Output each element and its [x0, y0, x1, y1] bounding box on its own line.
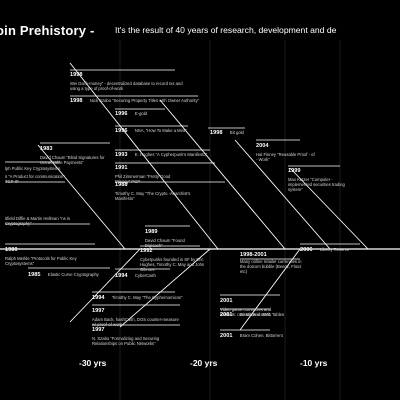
axis-label-10-yrs: -10 yrs	[300, 358, 328, 368]
event-description: Hal Finney “Reusable Proof - of - Work”	[256, 152, 315, 163]
event-tcp-ip-partial: s “A Product for communication” TCP-IP	[5, 174, 65, 184]
event-2001-video-game-currencies: 2001 Video game currencies and markets: …	[220, 288, 282, 317]
event-1996-nsa-mint: 1996 NSA, “How To Make a Mint”	[115, 118, 187, 137]
upper-bone-d	[234, 139, 331, 250]
event-1988-crypto-anarchist: 1988 Timothy C. May “The Crypto -Anarchi…	[115, 172, 205, 201]
event-description: Bram Cohen, Bittorrent	[239, 333, 283, 338]
event-description: NSA, “How To Make a Mint”	[134, 128, 187, 133]
event-description: s “A Product for communication” TCP-IP	[5, 174, 65, 185]
event-2001-dht: 2001 Distributed Hash Tables	[220, 302, 284, 321]
event-description: Cyberpunks founded in SF by Eric Hughes,…	[140, 257, 205, 273]
event-description: Ralph Merkle “Protocols for Public Key C…	[5, 256, 77, 267]
event-1994-cybercash: 1994 CyberCash	[115, 263, 156, 282]
event-1991-pgp: 1991 Phil Zimmerman “Pretty Good Privacy…	[115, 155, 185, 184]
event-year: 1994	[115, 273, 128, 279]
event-year: 1983	[40, 146, 53, 152]
event-2006-liberty-reserve: 2006 Liberty Reserve	[300, 237, 349, 256]
event-year: 2006	[300, 247, 313, 253]
event-1993-cypherpunk-manifesto: 1993 E. Hughes “A Cypherpunk’s Manifesto…	[115, 142, 207, 161]
event-description: David Chaum “Found Digicash”	[145, 238, 185, 249]
event-1996-e-gold: 1996 E-gold	[115, 101, 147, 120]
event-year: 1992	[140, 248, 153, 254]
lower-bone-c	[239, 248, 301, 331]
event-1999-securities-trading: 1999 Max Ketzer “Computer - implemented …	[288, 158, 350, 192]
event-description: N. Szabo “Formalizing and Securing Relat…	[92, 336, 160, 347]
event-2001-bittorrent: 2001 Bram Cohen, Bittorrent	[220, 323, 283, 342]
event-year: 1999	[288, 168, 301, 174]
event-description: Many online retailer currencies in the d…	[240, 258, 302, 274]
upper-bone-b	[159, 99, 286, 250]
event-description: Elastic Curve Cryptography	[47, 272, 99, 277]
event-year: 1980	[5, 247, 18, 253]
event-description: Liberty Reserve	[319, 247, 350, 252]
event-year: 2004	[256, 143, 269, 149]
upper-bone-a	[69, 62, 219, 250]
event-1985-ecc: 1985 Elastic Curve Cryptography	[28, 262, 99, 281]
event-year: 1998	[210, 130, 223, 136]
event-description: lph Public Key Cryptosystems	[5, 166, 61, 171]
event-description: Bit gold	[229, 130, 244, 135]
event-year: 2001	[220, 312, 233, 318]
event-1989-digicash: 1989 David Chaum “Found Digicash”	[145, 219, 195, 248]
event-description: CyberCash	[134, 273, 156, 278]
event-description: Distributed Hash Tables	[239, 312, 285, 317]
lower-bone-a	[69, 248, 141, 323]
event-year: 1988	[115, 182, 128, 188]
event-1983-blind-signatures: 1983 David Chaum “Blind Signatures for U…	[40, 136, 120, 165]
event-year: 2001	[220, 333, 233, 339]
event-1980-merkle: 1980 Ralph Merkle “Protocols for Public …	[5, 237, 90, 266]
event-1998-bit-gold: 1998 Bit gold	[210, 120, 244, 139]
event-year: 1998-2001	[240, 252, 267, 258]
event-1997-hashcash: 1997 Adam Back, hashCash, DOS counter-me…	[92, 298, 182, 327]
event-1998-property-titles: 1998 Nick Szabo “Securing Property Title…	[70, 88, 199, 107]
event-description: Timothy C. May “The Cyphernomicon”	[111, 295, 183, 300]
event-1998-b-money: 1998 Wei Dai’b-money” - decentralized da…	[70, 62, 188, 91]
event-diffie-hellman-partial: itfield Diffie & Martin Hellman “ns in C…	[5, 216, 85, 226]
event-description: Video game currencies and markets: rare …	[220, 307, 271, 318]
event-description: Phil Zimmerman “Pretty Good Privacy” PGP	[115, 174, 171, 185]
event-year: 1997	[92, 327, 105, 333]
event-description: Timothy C. May “The Crypto -Anarchist’s …	[115, 191, 191, 202]
event-description: David Chaum “Blind Signatures for Untrac…	[40, 155, 105, 166]
event-public-key-cryptosystems-partial: lph Public Key Cryptosystems	[5, 156, 60, 175]
event-1997-smart-contracts: 1997 N. Szabo “Formalizing and Securing …	[92, 317, 184, 346]
page-subtitle: It's the result of 40 years of research,…	[115, 25, 337, 35]
event-year: 1989	[145, 229, 158, 235]
event-year: 1997	[92, 308, 105, 314]
event-description: itfield Diffie & Martin Hellman “ns in C…	[5, 216, 71, 227]
event-description: Adam Back, hashCash, DOS counter-measure…	[92, 317, 179, 328]
event-description: Wei Dai’b-money” - decentralized databas…	[70, 81, 183, 92]
event-2004-rpow: 2004 Hal Finney “Reusable Proof - of - W…	[256, 133, 316, 162]
event-year: 1985	[28, 272, 41, 278]
event-year: 1991	[115, 165, 128, 171]
event-year: 1996	[115, 128, 128, 134]
event-year: 1994	[92, 295, 105, 301]
event-year: 1993	[115, 152, 128, 158]
event-description: E. Hughes “A Cypherpunk’s Manifesto”	[134, 152, 207, 157]
event-1994-cyphernomicon: 1994 Timothy C. May “The Cyphernomicon”	[92, 285, 183, 304]
lower-bone-b	[119, 248, 211, 328]
event-year: 2001	[220, 298, 233, 304]
event-description: Max Ketzer “Computer - implemented secur…	[288, 177, 345, 193]
upper-bone-e	[289, 167, 369, 250]
page-title: oin Prehistory -	[0, 23, 95, 38]
event-description: E-gold	[134, 111, 148, 116]
event-year: 1998	[70, 98, 83, 104]
event-1992-cypherpunks-founded: 1992 Cyberpunks founded in SF by Eric Hu…	[140, 238, 212, 272]
event-year: 1998	[70, 72, 83, 78]
axis-label-30-yrs: -30 yrs	[79, 358, 107, 368]
event-year: 1996	[115, 111, 128, 117]
axis-label-20-yrs: -20 yrs	[190, 358, 218, 368]
event-1998-2001-dotcom-currencies: 1998-2001 Many online retailer currencie…	[240, 252, 302, 274]
event-description: Nick Szabo “Securing Property Titles wit…	[89, 98, 200, 103]
